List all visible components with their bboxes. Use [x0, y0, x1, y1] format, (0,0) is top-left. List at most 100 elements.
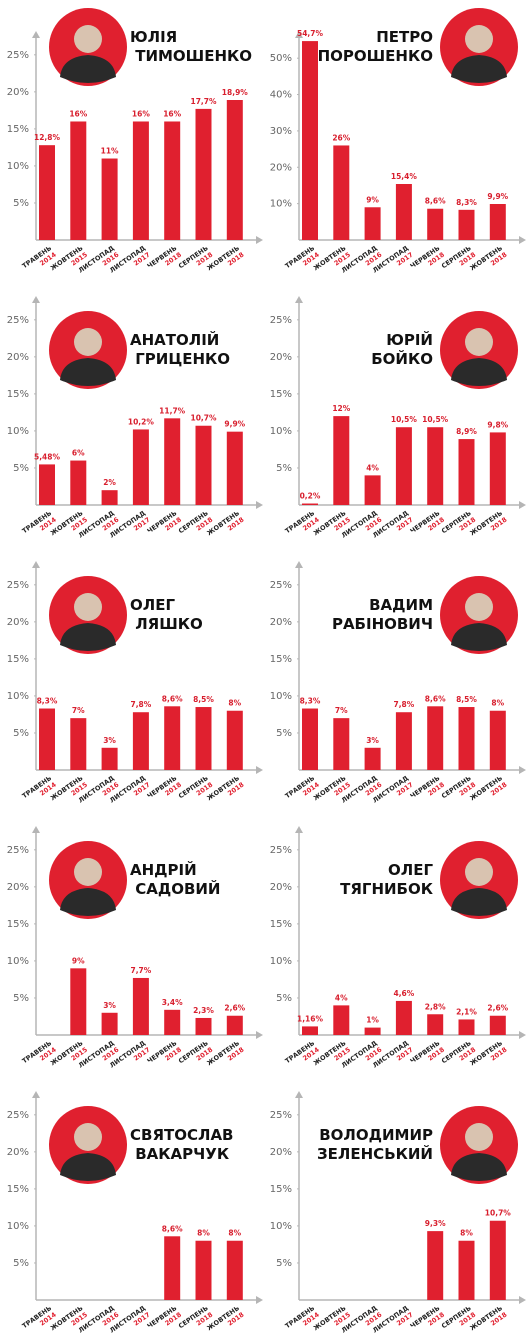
bar: [333, 1005, 349, 1035]
bar: [490, 1016, 506, 1035]
x-axis-arrow: [256, 1296, 263, 1304]
y-tick-label: 5%: [13, 1258, 29, 1269]
y-tick-label: 10%: [7, 161, 29, 172]
portrait-head: [465, 25, 493, 53]
value-label: 8,3%: [456, 198, 477, 207]
value-label: 4,6%: [393, 989, 414, 998]
y-tick-label: 15%: [270, 1184, 292, 1195]
bar: [39, 464, 55, 505]
value-label: 1,16%: [297, 1014, 324, 1023]
infographic: 5%10%15%20%25%ТРАВЕНЬ 2014ЖОВТЕНЬ 2015ЛИ…: [0, 0, 526, 1335]
value-label: 7,8%: [393, 700, 414, 709]
bar: [396, 712, 412, 770]
y-tick-label: 5%: [276, 1258, 292, 1269]
x-axis-arrow: [256, 236, 263, 244]
value-label: 3%: [103, 736, 116, 745]
value-label: 10,5%: [422, 415, 449, 424]
chart-title: ВАДИМ РАБІНОВИЧ: [327, 596, 433, 633]
bar: [39, 145, 55, 240]
y-axis-arrow: [295, 296, 303, 303]
y-tick-label: 10%: [7, 691, 29, 702]
y-axis-arrow: [32, 296, 40, 303]
value-label: 8,6%: [162, 1224, 183, 1233]
value-label: 54,7%: [297, 29, 324, 38]
x-tick-label: ЖОВТЕНЬ 2015: [312, 244, 352, 279]
chart-panel: 5%10%15%20%25%ТРАВЕНЬ 2014ЖОВТЕНЬ 2015ЛИ…: [270, 1091, 526, 1335]
x-tick-label: ЖОВТЕНЬ 2018: [468, 1039, 508, 1074]
bar: [164, 121, 180, 240]
x-tick-label: ЧЕРВЕНЬ 2018: [409, 774, 447, 807]
x-axis-arrow: [256, 1031, 263, 1039]
x-tick-label: ЖОВТЕНЬ 2018: [205, 509, 245, 544]
value-label: 0,2%: [300, 492, 321, 501]
chart-panel: 10%20%30%40%50%ТРАВЕНЬ 2014ЖОВТЕНЬ 2015Л…: [270, 8, 526, 281]
bar: [164, 418, 180, 505]
y-tick-label: 30%: [270, 126, 292, 137]
chart-panel: 5%10%15%20%25%ТРАВЕНЬ 2014ЖОВТЕНЬ 2015ЛИ…: [7, 561, 263, 811]
x-axis-arrow: [519, 1031, 526, 1039]
value-label: 2%: [103, 478, 116, 487]
value-label: 17,7%: [190, 97, 217, 106]
x-tick-label: ЖОВТЕНЬ 2018: [468, 244, 508, 279]
value-label: 8,5%: [193, 695, 214, 704]
y-tick-label: 15%: [270, 389, 292, 400]
y-axis-arrow: [32, 1091, 40, 1098]
x-tick-label: ЖОВТЕНЬ 2018: [205, 1039, 245, 1074]
bar: [427, 1231, 443, 1300]
portrait-head: [465, 593, 493, 621]
x-tick-label: ЧЕРВЕНЬ 2018: [146, 774, 184, 807]
value-label: 8,3%: [300, 697, 321, 706]
y-tick-label: 20%: [270, 882, 292, 893]
value-label: 2,6%: [487, 1004, 508, 1013]
bar: [459, 1019, 475, 1035]
bar: [427, 706, 443, 770]
value-label: 6%: [72, 449, 85, 458]
value-label: 7%: [72, 706, 85, 715]
value-label: 7%: [335, 706, 348, 715]
value-label: 7,8%: [130, 700, 151, 709]
value-label: 8%: [491, 699, 504, 708]
y-tick-label: 20%: [7, 1147, 29, 1158]
chart-title: ЮЛІЯ ТИМОШЕНКО: [130, 28, 252, 65]
y-axis-arrow: [32, 31, 40, 38]
bar: [365, 475, 381, 505]
x-tick-label: ЖОВТЕНЬ 2015: [49, 509, 89, 544]
x-tick-label: ЖОВТЕНЬ 2015: [312, 774, 352, 809]
bar: [459, 1241, 475, 1300]
value-label: 9,3%: [425, 1219, 446, 1228]
x-axis-arrow: [256, 501, 263, 509]
value-label: 8%: [228, 699, 241, 708]
bar: [365, 1028, 381, 1035]
value-label: 2,3%: [193, 1006, 214, 1015]
bar: [490, 1221, 506, 1300]
portrait-head: [465, 1123, 493, 1151]
bar: [196, 1018, 212, 1035]
value-label: 10,7%: [485, 1209, 512, 1218]
value-label: 9,8%: [487, 420, 508, 429]
value-label: 16%: [132, 109, 150, 118]
value-label: 18,9%: [222, 88, 249, 97]
y-tick-label: 20%: [7, 87, 29, 98]
chart-panel: 5%10%15%20%25%ТРАВЕНЬ 2014ЖОВТЕНЬ 2015ЛИ…: [270, 296, 526, 546]
x-tick-label: ЧЕРВЕНЬ 2018: [146, 509, 184, 542]
y-tick-label: 10%: [270, 1221, 292, 1232]
value-label: 4%: [335, 993, 348, 1002]
value-label: 8,3%: [37, 697, 58, 706]
y-axis-arrow: [295, 1091, 303, 1098]
y-axis-arrow: [32, 826, 40, 833]
x-tick-label: ЖОВТЕНЬ 2018: [205, 774, 245, 809]
bar: [102, 159, 118, 240]
y-tick-label: 5%: [13, 198, 29, 209]
y-tick-label: 40%: [270, 90, 292, 101]
y-tick-label: 25%: [270, 315, 292, 326]
value-label: 9%: [366, 195, 379, 204]
value-label: 10,2%: [128, 417, 155, 426]
y-tick-label: 25%: [7, 1110, 29, 1121]
chart-title: ОЛЕГ ТЯГНИБОК: [335, 861, 434, 898]
bar: [227, 1241, 243, 1300]
y-tick-label: 50%: [270, 53, 292, 64]
chart-title: ОЛЕГ ЛЯШКО: [130, 596, 203, 633]
y-tick-label: 20%: [7, 352, 29, 363]
x-tick-label: ЧЕРВЕНЬ 2018: [409, 509, 447, 542]
